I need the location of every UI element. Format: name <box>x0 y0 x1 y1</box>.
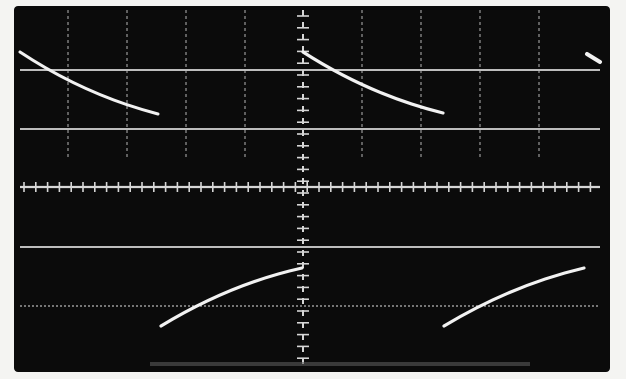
waveform-segment <box>159 266 304 328</box>
horizontal-axis-ticks <box>23 182 592 192</box>
waveform-segment <box>18 50 160 116</box>
graticule <box>20 10 600 366</box>
trace-fragment <box>585 52 602 64</box>
vertical-axis-ticks <box>297 15 309 360</box>
screen-background <box>14 6 610 372</box>
waveform-segment <box>301 50 445 115</box>
waveform-segment <box>442 266 586 328</box>
bottom-glare <box>150 362 530 366</box>
waveform-traces <box>18 50 602 328</box>
